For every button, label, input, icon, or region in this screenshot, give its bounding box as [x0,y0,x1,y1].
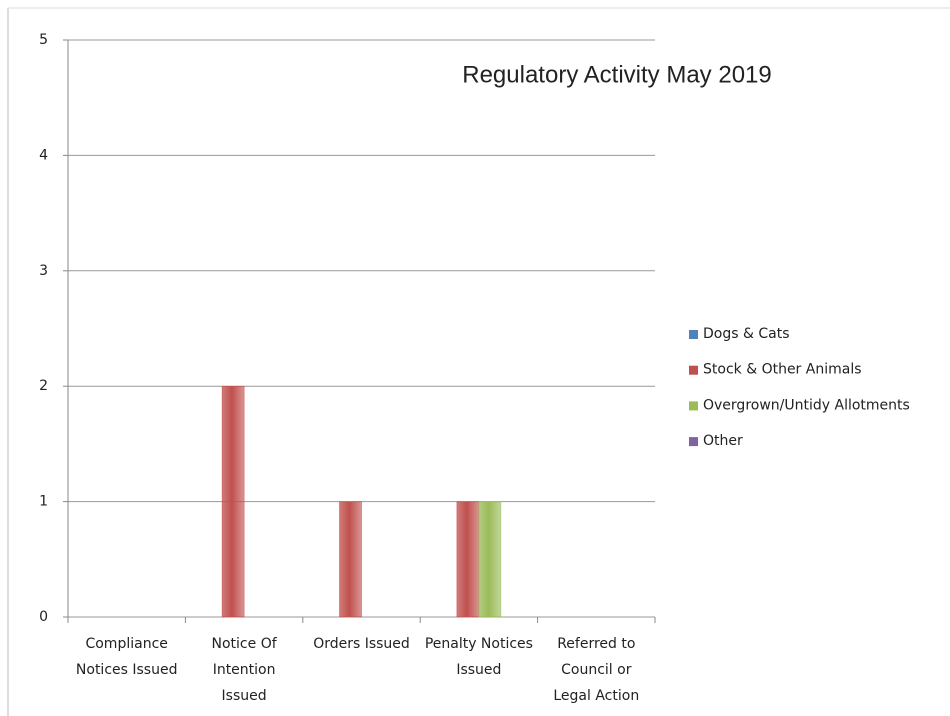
legend-label: Overgrown/Untidy Allotments [703,397,910,413]
y-tick-label: 4 [39,147,48,163]
legend-swatch [689,365,698,375]
legend-swatch [689,437,698,447]
y-tick-label: 2 [39,378,48,394]
y-tick-label: 0 [39,609,48,625]
x-tick-label: Notice Of Intention Issued [211,636,277,704]
bar [221,385,245,618]
y-tick-label: 5 [39,32,48,48]
bar [456,501,480,618]
y-tick-label: 3 [39,263,48,279]
legend-label: Dogs & Cats [703,326,789,342]
x-tick-label: Referred to Council or Legal Action [553,636,640,704]
y-tick-label: 1 [39,494,48,510]
x-tick-label: Penalty Notices Issued [424,636,533,678]
chart-title: Regulatory Activity May 2019 [462,61,771,88]
legend-swatch [689,330,698,339]
bar [339,501,362,618]
bar [478,501,502,618]
x-tick-label: Compliance Notices Issued [75,636,178,678]
legend-label: Stock & Other Animals [703,362,862,378]
legend-swatch [689,401,698,411]
x-tick-label: Orders Issued [313,636,410,652]
legend-label: Other [703,433,743,449]
